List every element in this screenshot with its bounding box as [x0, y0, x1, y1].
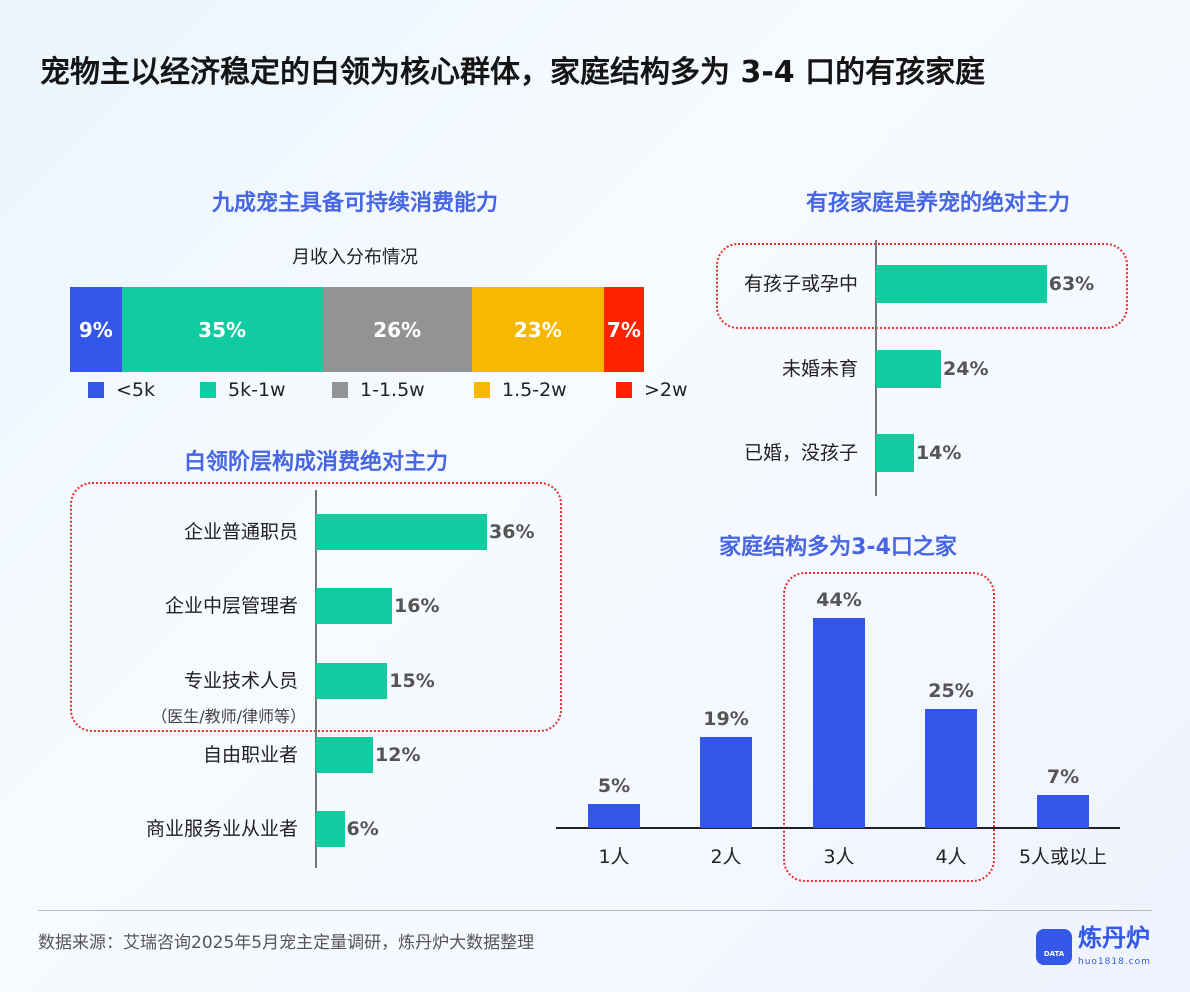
- income-segment: 9%: [70, 287, 122, 372]
- occupation-bar: [316, 588, 392, 624]
- legend-swatch: [332, 382, 348, 398]
- family-bar: [876, 265, 1047, 303]
- legend-swatch: [474, 382, 490, 398]
- household-value: 5%: [597, 775, 631, 798]
- household-label: 2人: [710, 846, 742, 868]
- occupation-note: （医生/教师/律师等）: [151, 707, 306, 726]
- occupation-bar: [316, 811, 345, 847]
- page-title: 宠物主以经济稳定的白领为核心群体，家庭结构多为 3-4 口的有孩家庭: [40, 55, 986, 90]
- legend-label: >2w: [644, 379, 688, 401]
- income-stacked-bar: 9% 35% 26% 23% 7%: [70, 287, 644, 372]
- occupation-label: 企业普通职员: [183, 521, 298, 543]
- household-highlight-box: [783, 572, 995, 882]
- family-highlight-box: [716, 243, 1128, 329]
- household-label: 5人或以上: [1018, 846, 1108, 868]
- income-segment: 26%: [322, 287, 472, 372]
- occupation-bar: [316, 737, 373, 773]
- legend-item: 5k-1w: [200, 378, 286, 402]
- legend-item: 1-1.5w: [332, 378, 425, 402]
- legend-item: <5k: [88, 378, 155, 402]
- logo-icon: DATA: [1036, 929, 1072, 965]
- family-value: 14%: [915, 442, 962, 464]
- household-value: 19%: [703, 708, 749, 731]
- family-value: 24%: [943, 358, 989, 380]
- household-chart-title: 家庭结构多为3-4口之家: [719, 535, 957, 560]
- occupation-value: 16%: [394, 595, 440, 617]
- occupation-bar: [316, 514, 487, 550]
- household-label: 3人: [823, 846, 855, 868]
- legend-item: >2w: [616, 378, 688, 402]
- legend-label: 1-1.5w: [360, 379, 425, 401]
- household-bar: [700, 737, 752, 828]
- income-segment: 7%: [603, 287, 644, 372]
- family-label: 未婚未育: [781, 358, 858, 380]
- occupation-label: 自由职业者: [202, 744, 298, 766]
- occupation-label: 专业技术人员: [183, 670, 298, 692]
- household-bar: [588, 804, 640, 828]
- household-label: 1人: [598, 846, 630, 868]
- legend-label: 5k-1w: [228, 379, 286, 401]
- legend-label: <5k: [116, 379, 156, 401]
- family-bar: [876, 350, 942, 388]
- footer-divider: [38, 910, 1152, 911]
- occupation-value: 12%: [375, 744, 421, 766]
- logo-text: 炼丹炉: [1078, 924, 1150, 952]
- legend-swatch: [88, 382, 104, 398]
- household-baseline: [556, 827, 1120, 829]
- income-segment: 23%: [471, 287, 604, 372]
- legend-swatch: [616, 382, 632, 398]
- occupation-value: 36%: [489, 521, 535, 543]
- household-value: 25%: [928, 679, 974, 702]
- household-value: 44%: [816, 589, 862, 612]
- family-value: 63%: [1048, 273, 1095, 295]
- occupation-bar: [316, 663, 388, 699]
- household-label: 4人: [935, 846, 967, 868]
- occupation-chart-title: 白领阶层构成消费绝对主力: [183, 450, 448, 475]
- income-chart-title: 九成宠主具备可持续消费能力: [211, 191, 498, 216]
- income-chart-subtitle: 月收入分布情况: [292, 247, 418, 268]
- occupation-value: 15%: [389, 670, 435, 692]
- data-source: 数据来源：艾瑞咨询2025年5月宠主定量调研，炼丹炉大数据整理: [38, 933, 535, 953]
- legend-swatch: [200, 382, 216, 398]
- household-bar: [1037, 794, 1089, 828]
- income-segment: 35%: [121, 287, 323, 372]
- legend-item: 1.5-2w: [474, 378, 567, 402]
- logo-url: huo1818.com: [1078, 957, 1151, 967]
- logo-badge: DATA: [1043, 950, 1065, 958]
- family-label: 已婚，没孩子: [743, 442, 858, 464]
- household-bar: [813, 618, 865, 828]
- occupation-label: 商业服务业从业者: [145, 818, 298, 840]
- family-bar: [876, 434, 914, 472]
- occupation-value: 6%: [346, 818, 379, 840]
- family-chart-title: 有孩家庭是养宠的绝对主力: [805, 191, 1070, 216]
- family-label: 有孩子或孕中: [743, 273, 858, 295]
- occupation-label: 企业中层管理者: [164, 595, 298, 617]
- household-value: 7%: [1046, 765, 1080, 788]
- household-bar: [925, 708, 977, 828]
- legend-label: 1.5-2w: [502, 379, 567, 401]
